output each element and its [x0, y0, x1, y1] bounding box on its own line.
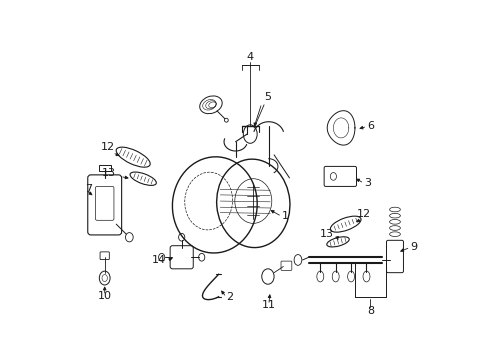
- Text: 9: 9: [409, 242, 417, 252]
- Text: 7: 7: [85, 184, 92, 194]
- Text: 2: 2: [226, 292, 233, 302]
- Text: 5: 5: [264, 92, 270, 102]
- Text: 13: 13: [102, 167, 116, 177]
- Text: 13: 13: [319, 229, 333, 239]
- Text: 8: 8: [366, 306, 373, 316]
- Text: 4: 4: [246, 52, 253, 62]
- Text: 3: 3: [364, 178, 370, 188]
- Text: 1: 1: [281, 211, 288, 221]
- Text: 14: 14: [152, 255, 166, 265]
- Text: 12: 12: [356, 209, 370, 219]
- Text: 6: 6: [366, 121, 373, 131]
- Text: 10: 10: [98, 291, 111, 301]
- Text: 11: 11: [261, 300, 275, 310]
- Text: 12: 12: [101, 142, 115, 152]
